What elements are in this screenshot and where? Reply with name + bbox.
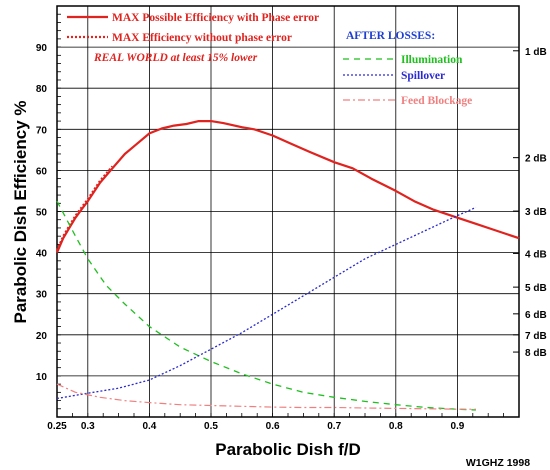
right-db-axis: 1 dB 2 dB 3 dB 4 dB 5 dB 6 dB 7 dB 8 dB bbox=[513, 47, 547, 359]
legend-label-phase-error: MAX Possible Efficiency with Phase error bbox=[112, 12, 319, 24]
grid-lines bbox=[56, 5, 520, 418]
series-line-4 bbox=[56, 383, 476, 410]
x-tick-label: 0.8 bbox=[389, 421, 403, 432]
x-tick-label: 0.7 bbox=[327, 421, 341, 432]
db-tick-label: 5 dB bbox=[525, 283, 547, 294]
x-axis-ticks: 0.25 0.3 0.4 0.5 0.6 0.7 0.8 0.9 bbox=[47, 421, 465, 432]
legend-label-spillover: Spillover bbox=[401, 70, 445, 82]
y-tick-label: 40 bbox=[36, 249, 48, 260]
x-tick-label: 0.3 bbox=[81, 421, 95, 432]
legend-right: AFTER LOSSES: Illumination Spillover Fee… bbox=[343, 30, 472, 107]
x-tick-label: 0.4 bbox=[142, 421, 156, 432]
real-world-note: REAL WORLD at least 15% lower bbox=[93, 52, 258, 64]
x-tick-label: 0.5 bbox=[204, 421, 218, 432]
y-tick-label: 50 bbox=[36, 208, 48, 219]
y-tick-label: 70 bbox=[36, 125, 48, 136]
y-tick-label: 90 bbox=[36, 43, 48, 54]
legend-label-no-phase-error: MAX Efficiency without phase error bbox=[112, 32, 292, 44]
db-tick-label: 1 dB bbox=[525, 47, 547, 58]
y-axis-ticks: 10 20 30 40 50 60 70 80 90 bbox=[36, 43, 48, 383]
series-line-1 bbox=[55, 165, 114, 251]
y-tick-label: 30 bbox=[36, 290, 48, 301]
db-tick-label: 2 dB bbox=[525, 154, 547, 165]
x-tick-label: 0.25 bbox=[47, 421, 67, 432]
y-axis-title: Parabolic Dish Efficiency % bbox=[11, 101, 30, 324]
credit-label: W1GHZ 1998 bbox=[466, 457, 530, 469]
db-tick-label: 3 dB bbox=[525, 207, 547, 218]
y-tick-label: 80 bbox=[36, 84, 48, 95]
series-line-2 bbox=[56, 200, 476, 411]
y-tick-label: 60 bbox=[36, 166, 48, 177]
series-line-3 bbox=[56, 206, 477, 400]
series-line-0 bbox=[55, 119, 520, 254]
legend-label-feed-blockage: Feed Blockage bbox=[401, 95, 472, 107]
legend-left: MAX Possible Efficiency with Phase error… bbox=[67, 12, 319, 64]
y-tick-label: 20 bbox=[36, 331, 48, 342]
y-tick-label: 10 bbox=[36, 372, 48, 383]
db-tick-label: 8 dB bbox=[525, 348, 547, 359]
db-tick-label: 6 dB bbox=[525, 310, 547, 321]
x-axis-title: Parabolic Dish f/D bbox=[215, 440, 360, 459]
db-tick-label: 4 dB bbox=[525, 249, 547, 260]
db-tick-label: 7 dB bbox=[525, 331, 547, 342]
legend-label-illumination: Illumination bbox=[401, 54, 463, 66]
series-lines bbox=[55, 119, 520, 411]
x-tick-label: 0.6 bbox=[266, 421, 280, 432]
x-tick-label: 0.9 bbox=[450, 421, 464, 432]
after-losses-heading: AFTER LOSSES: bbox=[346, 30, 435, 42]
